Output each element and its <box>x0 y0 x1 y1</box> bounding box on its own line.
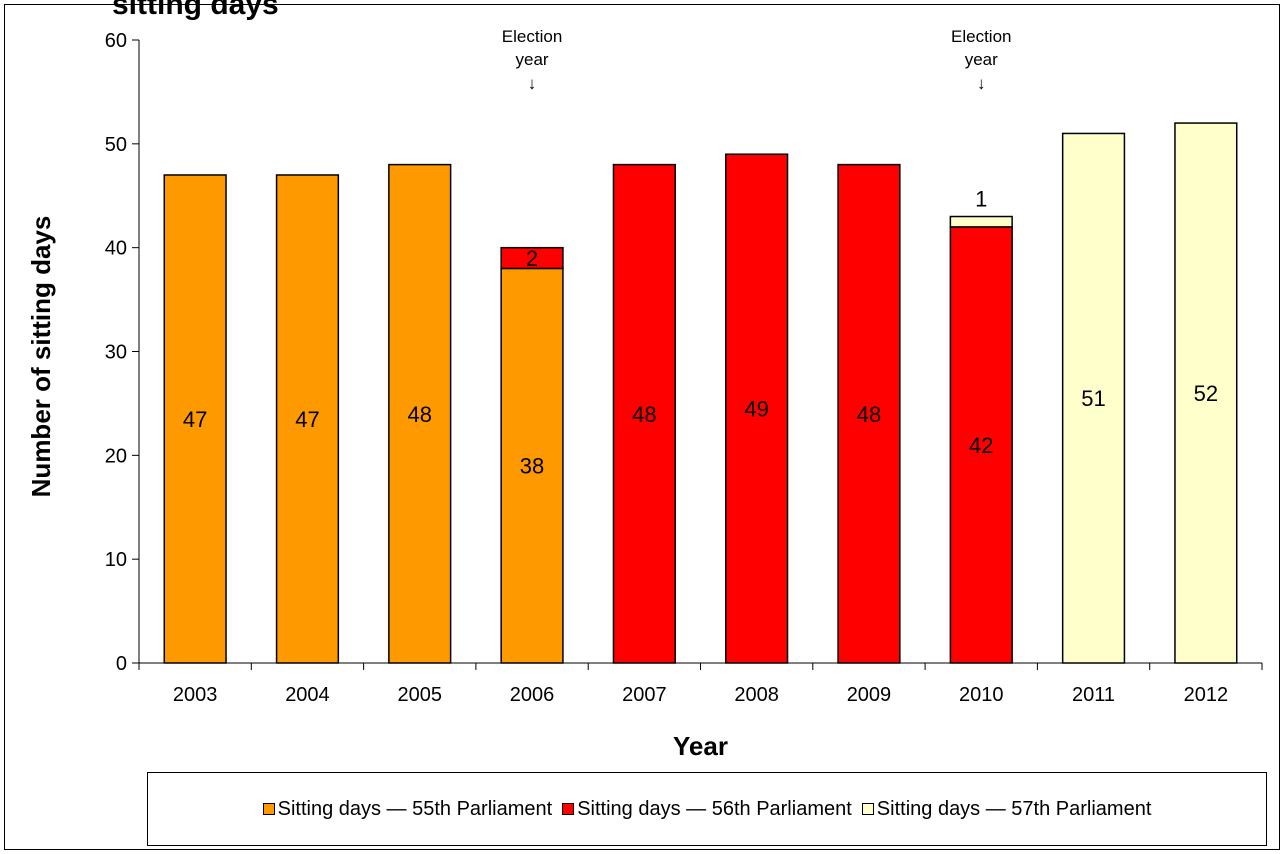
bar-2012-series-3 <box>1174 122 1238 664</box>
x-tick-label-2012: 2012 <box>1184 684 1229 706</box>
bar-2009-series-2 <box>837 163 901 664</box>
legend-label: Sitting days — 56th Parliament <box>577 797 852 820</box>
legend-item-1: Sitting days — 55th Parliament <box>262 797 553 821</box>
bar-2010-series-3 <box>949 215 1013 228</box>
x-tick-label-2006: 2006 <box>510 684 555 706</box>
annotation-line2: year <box>965 50 998 69</box>
legend-label: Sitting days — 55th Parliament <box>277 797 553 820</box>
legend-label: Sitting days — 57th Parliament <box>876 797 1152 820</box>
annotations: Election year ↓ Election year ↓ <box>502 27 1012 93</box>
x-axis-ticks: 2003 2004 2005 2006 2007 2008 2009 2010 2011 2012 <box>138 663 1263 706</box>
annotation-line2: year <box>516 50 549 69</box>
legend-item-2: Sitting days — 56th Parliament <box>562 798 852 821</box>
data-label-2005-series-1: 48 <box>408 402 432 427</box>
data-label-2009-series-2: 48 <box>857 402 881 427</box>
data-label-2006-series-1: 38 <box>520 454 544 479</box>
data-label-2004-series-1: 47 <box>295 407 319 432</box>
annotation-line1: Election <box>502 27 562 46</box>
y-tick-label: 0 <box>116 653 127 675</box>
y-tick-label: 20 <box>105 445 127 467</box>
data-label-2011-series-3: 51 <box>1081 386 1105 411</box>
data-label-2008-series-2: 49 <box>744 397 768 422</box>
data-label-2007-series-2: 48 <box>632 402 656 427</box>
bars: 47 47 48 38 2 48 49 48 42 1 51 52 <box>163 122 1238 664</box>
data-label-2003-series-1: 47 <box>183 407 207 432</box>
y-tick-label: 10 <box>105 549 127 571</box>
data-label-2010-series-3: 1 <box>975 187 987 212</box>
bar-2004-series-1 <box>275 174 340 664</box>
bar-2006-series-2 <box>500 246 564 270</box>
down-arrow-icon: ↓ <box>528 74 537 93</box>
x-tick-label-2010: 2010 <box>959 684 1004 706</box>
y-tick-label: 30 <box>105 342 127 364</box>
data-label-2012-series-3: 52 <box>1194 381 1218 406</box>
bar-2008-series-2 <box>725 153 789 664</box>
y-tick-label: 40 <box>105 238 127 260</box>
y-axis-title: Number of sitting days <box>26 216 56 498</box>
y-tick-label: 50 <box>105 134 127 156</box>
bar-2007-series-2 <box>612 163 676 664</box>
y-tick-label: 60 <box>105 30 127 52</box>
x-tick-label-2003: 2003 <box>173 684 218 706</box>
election-year-annotation-2006: Election year ↓ <box>502 27 562 93</box>
x-tick-label-2008: 2008 <box>734 684 779 706</box>
y-axis-ticks: 0 10 20 30 40 50 60 <box>105 30 139 675</box>
election-year-annotation-2010: Election year ↓ <box>951 27 1011 93</box>
x-tick-label-2005: 2005 <box>398 684 443 706</box>
x-axis-title: Year <box>673 731 728 761</box>
legend-swatch <box>861 803 874 815</box>
x-tick-label-2007: 2007 <box>622 684 667 706</box>
data-label-2006-series-2: 2 <box>526 246 538 271</box>
down-arrow-icon: ↓ <box>977 74 986 93</box>
x-tick-label-2011: 2011 <box>1072 684 1115 706</box>
chart-title-fragment: sitting days <box>112 0 279 21</box>
legend: Sitting days — 55th Parliament Sitting da… <box>147 772 1267 846</box>
legend-swatch <box>562 803 575 815</box>
x-tick-label-2009: 2009 <box>847 684 892 706</box>
legend-swatch <box>262 803 275 815</box>
bar-2011-series-3 <box>1061 132 1126 664</box>
bar-2003-series-1 <box>163 174 227 664</box>
annotation-line1: Election <box>951 27 1011 46</box>
legend-item-3: Sitting days — 57th Parliament <box>861 797 1152 821</box>
data-label-2010-series-2: 42 <box>969 433 993 458</box>
x-tick-label-2004: 2004 <box>285 684 330 706</box>
bar-2005-series-1 <box>388 163 452 664</box>
